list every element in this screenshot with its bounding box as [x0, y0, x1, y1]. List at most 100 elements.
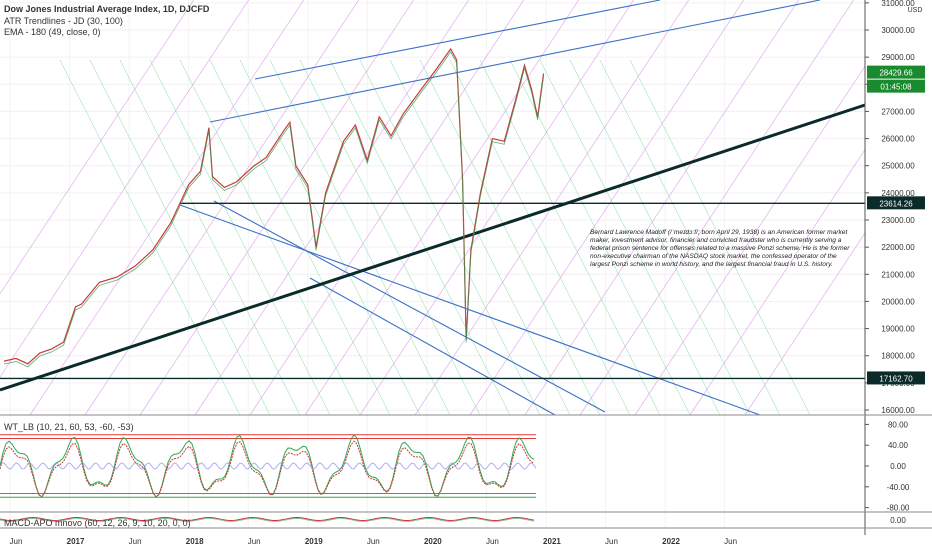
price-tick-label: 25000.00	[881, 162, 915, 171]
macd-signal	[0, 518, 535, 522]
time-tick-label: Jun	[367, 537, 380, 546]
atr-fan-line	[469, 0, 745, 416]
grid	[0, 0, 865, 528]
wt-line-1	[0, 434, 535, 498]
last-price-badge	[867, 65, 925, 79]
atr-fan-line	[449, 59, 631, 416]
time-tick-label: 2020	[424, 537, 442, 546]
price-series	[3, 47, 545, 368]
atr-fan-line	[389, 59, 571, 416]
time-tick-label: 2017	[67, 537, 85, 546]
currency-label: USD	[908, 7, 923, 14]
osc-tick-label: 0.00	[890, 462, 906, 471]
channel-line	[254, 0, 661, 80]
atr-fan-line	[59, 59, 241, 416]
atr-fan-line	[579, 0, 855, 416]
price-tick-label: 31000.00	[881, 0, 915, 8]
macd-panel	[0, 516, 535, 522]
wt-line-2	[0, 440, 535, 498]
time-tick-label: Jun	[724, 537, 737, 546]
time-tick-label: Jun	[486, 537, 499, 546]
time-tick-label: 2019	[305, 537, 323, 546]
channel-line	[213, 200, 606, 413]
time-tick-label: 2021	[543, 537, 561, 546]
atr-fan-line	[0, 0, 195, 295]
atr-fan-line	[419, 59, 601, 416]
atr-fan-line	[569, 59, 751, 416]
atr-fan-line	[29, 0, 305, 416]
legend-wt: WT_LB (10, 21, 60, 53, -60, -53)	[4, 422, 134, 432]
atr-fan-line	[304, 0, 580, 416]
annotation-text: Bernard Lawrence Madoff (/ˈmeɪdɔːf/; bor…	[590, 229, 850, 268]
countdown-badge	[867, 79, 925, 93]
price-tick-label: 20000.00	[881, 297, 915, 306]
time-tick-label: 2018	[186, 537, 204, 546]
time-tick-label: 2022	[662, 537, 680, 546]
atr-fan-line	[539, 59, 721, 416]
price-tick-label: 24000.00	[881, 189, 915, 198]
price-tick-label: 21000.00	[881, 270, 915, 279]
price-line-shadow	[3, 51, 544, 368]
atr-fan-line	[599, 59, 781, 416]
trend-fans	[0, 0, 932, 416]
channel-line	[179, 204, 761, 416]
price-tick-label: 26000.00	[881, 135, 915, 144]
countdown-label: 01:45:08	[880, 83, 912, 92]
time-tick-label: Jun	[605, 537, 618, 546]
price-tick-label: 19000.00	[881, 325, 915, 334]
price-tick-label: 29000.00	[881, 53, 915, 62]
atr-fan-line	[329, 59, 511, 416]
last-price-label: 28429.66	[879, 69, 913, 78]
atr-fan-line	[149, 59, 331, 416]
atr-fan-line	[509, 59, 691, 416]
chart-title: Dow Jones Industrial Average Index, 1D, …	[4, 4, 210, 14]
atr-fan-line	[524, 0, 800, 416]
major-trend-line	[0, 103, 866, 392]
atr-fan-line	[84, 0, 360, 416]
price-tick-label: 30000.00	[881, 26, 915, 35]
level-badge	[867, 196, 925, 210]
level-label: 17162.70	[879, 374, 913, 383]
atr-fan-line	[139, 0, 415, 416]
osc-tick-label: 40.00	[888, 441, 909, 450]
legend-ema: EMA - 180 (49, close, 0)	[4, 27, 101, 37]
channels	[0, 0, 866, 416]
channel-line	[309, 277, 556, 416]
price-tick-label: 16000.00	[881, 406, 915, 415]
osc-tick-label: -80.00	[887, 504, 910, 513]
osc-tick-label: -40.00	[887, 483, 910, 492]
channel-line	[209, 0, 821, 123]
atr-fan-line	[359, 0, 635, 416]
macd-line	[0, 516, 535, 522]
price-tick-label: 22000.00	[881, 243, 915, 252]
oscillator-panel	[0, 434, 537, 498]
atr-fan-line	[269, 59, 451, 416]
atr-fan-line	[89, 59, 271, 416]
atr-fan-line	[249, 0, 525, 416]
atr-fan-line	[194, 0, 470, 416]
price-line	[3, 47, 545, 365]
level-badge	[867, 371, 925, 385]
atr-fan-line	[359, 59, 541, 416]
price-tick-label: 18000.00	[881, 352, 915, 361]
atr-fan-line	[119, 59, 301, 416]
atr-fan-line	[299, 59, 481, 416]
time-tick-label: Jun	[10, 537, 23, 546]
price-tick-label: 27000.00	[881, 107, 915, 116]
macd-tick-label: 0.00	[890, 516, 906, 525]
time-tick-label: Jun	[129, 537, 142, 546]
atr-fan-line	[239, 59, 421, 416]
atr-fan-line	[689, 47, 932, 416]
legend-atr: ATR Trendlines - JD (30, 100)	[4, 16, 123, 26]
atr-fan-line	[629, 59, 811, 416]
atr-fan-line	[209, 59, 391, 416]
osc-tick-label: 80.00	[888, 420, 909, 429]
price-tick-label: 23000.00	[881, 216, 915, 225]
atr-fan-line	[0, 0, 250, 378]
wt-histogram	[0, 462, 537, 470]
time-tick-label: Jun	[248, 537, 261, 546]
legend-macd: MACD-APO mnovo (60, 12, 26, 9, 10, 20, 0…	[4, 518, 191, 528]
atr-fan-line	[414, 0, 690, 416]
